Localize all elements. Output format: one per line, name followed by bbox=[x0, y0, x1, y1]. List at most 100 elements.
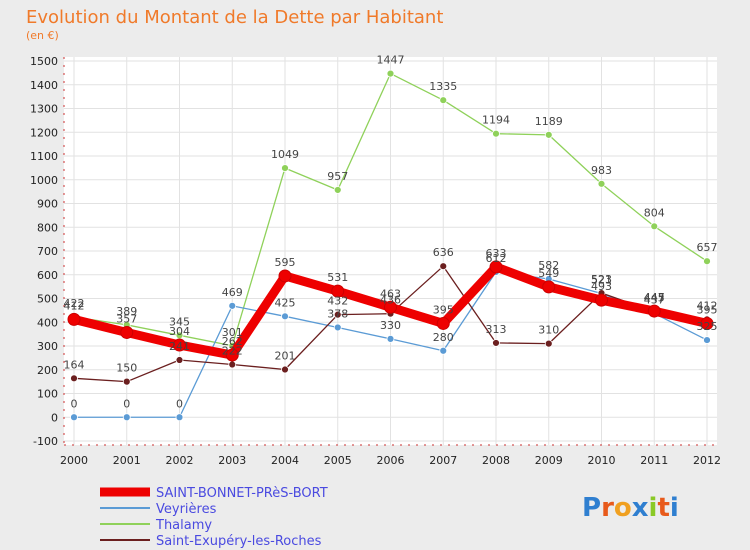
data-point bbox=[333, 323, 342, 332]
data-point bbox=[278, 269, 292, 283]
data-label: 164 bbox=[64, 358, 85, 371]
data-point bbox=[122, 377, 131, 386]
legend: SAINT-BONNET-PRèS-BORTVeyrièresThalamySa… bbox=[100, 486, 328, 549]
data-label: 262 bbox=[222, 335, 243, 348]
data-point bbox=[333, 310, 342, 319]
data-label: 804 bbox=[644, 206, 665, 219]
data-point bbox=[386, 334, 395, 343]
y-tick-label: 900 bbox=[37, 198, 58, 211]
y-tick-label: 500 bbox=[37, 293, 58, 306]
data-point bbox=[225, 348, 239, 362]
data-label: 493 bbox=[591, 280, 612, 293]
data-point bbox=[439, 262, 448, 271]
legend-entry: SAINT-BONNET-PRèS-BORT bbox=[156, 486, 328, 501]
data-label: 447 bbox=[644, 291, 665, 304]
data-label: 612 bbox=[486, 252, 507, 265]
x-tick-label: 2007 bbox=[429, 454, 457, 467]
data-point bbox=[175, 413, 184, 422]
data-label: 1335 bbox=[429, 80, 457, 93]
data-label: 412 bbox=[697, 299, 718, 312]
data-label: 633 bbox=[486, 247, 507, 260]
data-label: 1189 bbox=[535, 115, 563, 128]
plot-area: -100010020030040050060070080090010001100… bbox=[30, 54, 721, 467]
logo-letter: t bbox=[657, 493, 669, 523]
data-point bbox=[700, 316, 714, 330]
data-point bbox=[281, 164, 289, 173]
y-tick-label: 1500 bbox=[30, 55, 58, 68]
data-point bbox=[175, 356, 184, 364]
data-point bbox=[542, 280, 556, 294]
data-label: 357 bbox=[116, 312, 137, 325]
data-label: 389 bbox=[116, 305, 137, 318]
y-tick-label: 1000 bbox=[30, 174, 58, 187]
data-point bbox=[439, 346, 448, 355]
y-tick-label: 300 bbox=[37, 340, 58, 353]
data-point bbox=[70, 413, 78, 422]
x-tick-label: 2004 bbox=[271, 454, 299, 467]
data-label: 531 bbox=[327, 271, 348, 284]
data-label: 0 bbox=[176, 397, 183, 410]
data-label: 304 bbox=[169, 325, 190, 338]
data-point bbox=[122, 413, 131, 422]
y-tick-label: 600 bbox=[37, 269, 58, 282]
chart-subtitle: (en €) bbox=[26, 29, 59, 42]
data-label: 301 bbox=[222, 326, 243, 339]
x-tick-label: 2003 bbox=[218, 454, 246, 467]
y-tick-label: -100 bbox=[33, 435, 58, 448]
data-point bbox=[595, 293, 608, 307]
data-point bbox=[703, 257, 711, 266]
data-point bbox=[597, 179, 606, 188]
data-label: 0 bbox=[71, 397, 78, 410]
data-point bbox=[492, 339, 500, 347]
chart-title: Evolution du Montant de la Dette par Hab… bbox=[26, 7, 443, 28]
data-label: 345 bbox=[169, 315, 190, 328]
data-label: 1447 bbox=[377, 54, 405, 67]
data-point bbox=[544, 339, 553, 348]
data-point bbox=[650, 222, 659, 231]
data-point bbox=[228, 301, 237, 310]
data-label: 582 bbox=[538, 259, 559, 272]
x-tick-label: 2006 bbox=[377, 454, 405, 467]
data-label: 310 bbox=[538, 324, 559, 337]
data-label: 330 bbox=[380, 319, 401, 332]
data-label: 241 bbox=[169, 340, 190, 353]
data-point bbox=[120, 325, 134, 339]
data-label: 0 bbox=[123, 397, 130, 410]
logo-letter: r bbox=[601, 493, 614, 523]
data-label: 523 bbox=[591, 273, 612, 286]
data-point bbox=[703, 336, 711, 344]
data-label: 422 bbox=[64, 297, 85, 310]
data-point bbox=[331, 284, 345, 298]
data-label: 1049 bbox=[271, 148, 299, 161]
proxiti-logo: Proxiti bbox=[582, 493, 679, 523]
data-label: 313 bbox=[486, 323, 507, 336]
data-label: 280 bbox=[433, 331, 454, 344]
data-label: 463 bbox=[380, 287, 401, 300]
y-tick-label: 1100 bbox=[30, 150, 58, 163]
logo-letter: i bbox=[670, 493, 679, 523]
data-point bbox=[333, 186, 342, 194]
data-label: 437 bbox=[644, 293, 665, 306]
data-point bbox=[281, 365, 289, 374]
data-point bbox=[70, 374, 78, 383]
data-label: 432 bbox=[327, 295, 348, 308]
data-label: 957 bbox=[327, 170, 348, 183]
data-point bbox=[492, 129, 500, 138]
logo-letter: x bbox=[632, 493, 649, 523]
data-label: 521 bbox=[591, 274, 612, 287]
x-tick-label: 2001 bbox=[113, 454, 141, 467]
y-tick-label: 1200 bbox=[30, 126, 58, 139]
logo-letter: P bbox=[582, 493, 601, 523]
data-point bbox=[386, 69, 395, 78]
data-point bbox=[489, 260, 503, 274]
data-label: 222 bbox=[222, 345, 243, 358]
data-label: 636 bbox=[433, 246, 454, 259]
data-label: 412 bbox=[64, 299, 85, 312]
legend-entry: Saint-Exupéry-les-Roches bbox=[156, 534, 322, 549]
data-label: 549 bbox=[538, 267, 559, 280]
x-tick-label: 2005 bbox=[324, 454, 352, 467]
y-tick-label: 1300 bbox=[30, 103, 58, 116]
data-label: 150 bbox=[116, 362, 137, 375]
